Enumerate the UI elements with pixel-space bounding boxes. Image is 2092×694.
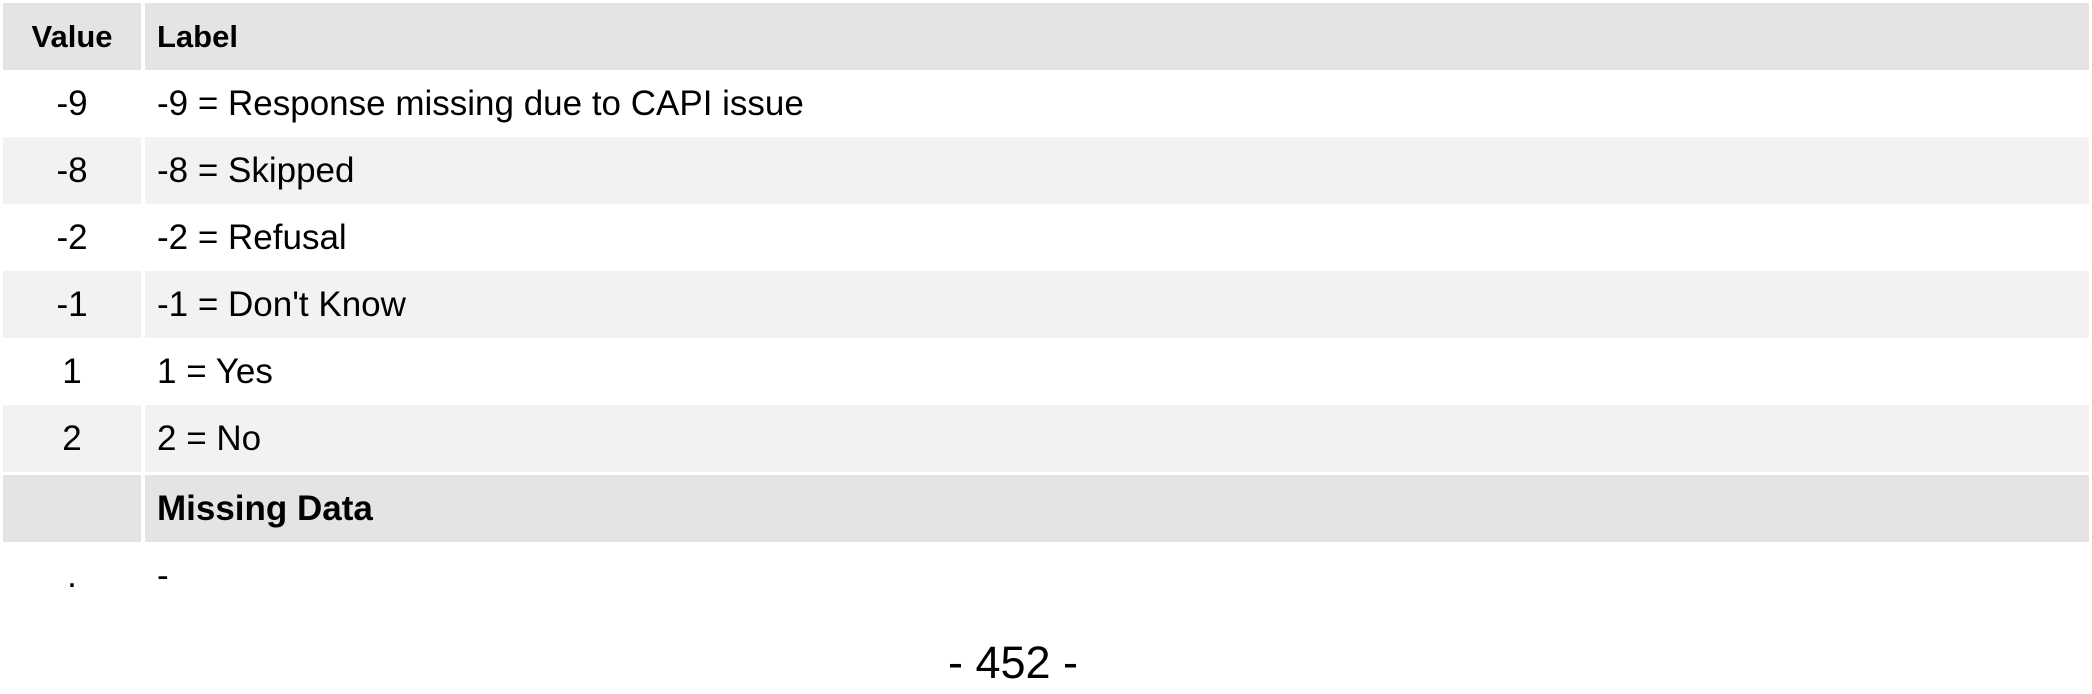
- row-label: -1 = Don't Know: [145, 271, 2089, 338]
- missing-label: -: [145, 542, 2089, 609]
- row-value: -2: [3, 204, 145, 271]
- table-row: -1 -1 = Don't Know: [3, 271, 2089, 338]
- row-value: 1: [3, 338, 145, 405]
- missing-data-section-row: Missing Data: [3, 475, 2089, 542]
- divider-cell: [3, 472, 145, 475]
- divider-cell: [145, 472, 2089, 475]
- table-row: -2 -2 = Refusal: [3, 204, 2089, 271]
- label-column-header: Label: [145, 3, 2089, 70]
- table-row: . -: [3, 542, 2089, 609]
- row-label: -9 = Response missing due to CAPI issue: [145, 70, 2089, 137]
- missing-value: .: [3, 542, 145, 609]
- row-label: -8 = Skipped: [145, 137, 2089, 204]
- codebook-value-table: Value Label -9 -9 = Response missing due…: [3, 3, 2089, 609]
- section-value: [3, 475, 145, 542]
- row-value: -9: [3, 70, 145, 137]
- row-value: -8: [3, 137, 145, 204]
- section-title: Missing Data: [145, 475, 2089, 542]
- row-label: -2 = Refusal: [145, 204, 2089, 271]
- row-value: 2: [3, 405, 145, 472]
- table-row: -8 -8 = Skipped: [3, 137, 2089, 204]
- value-column-header: Value: [3, 3, 145, 70]
- table-row: -9 -9 = Response missing due to CAPI iss…: [3, 70, 2089, 137]
- page-number: - 452 -: [947, 637, 1079, 688]
- table-row: 2 2 = No: [3, 405, 2089, 472]
- row-label: 2 = No: [145, 405, 2089, 472]
- row-divider: [3, 472, 2089, 475]
- row-value: -1: [3, 271, 145, 338]
- table-header-row: Value Label: [3, 3, 2089, 70]
- table-row: 1 1 = Yes: [3, 338, 2089, 405]
- row-label: 1 = Yes: [145, 338, 2089, 405]
